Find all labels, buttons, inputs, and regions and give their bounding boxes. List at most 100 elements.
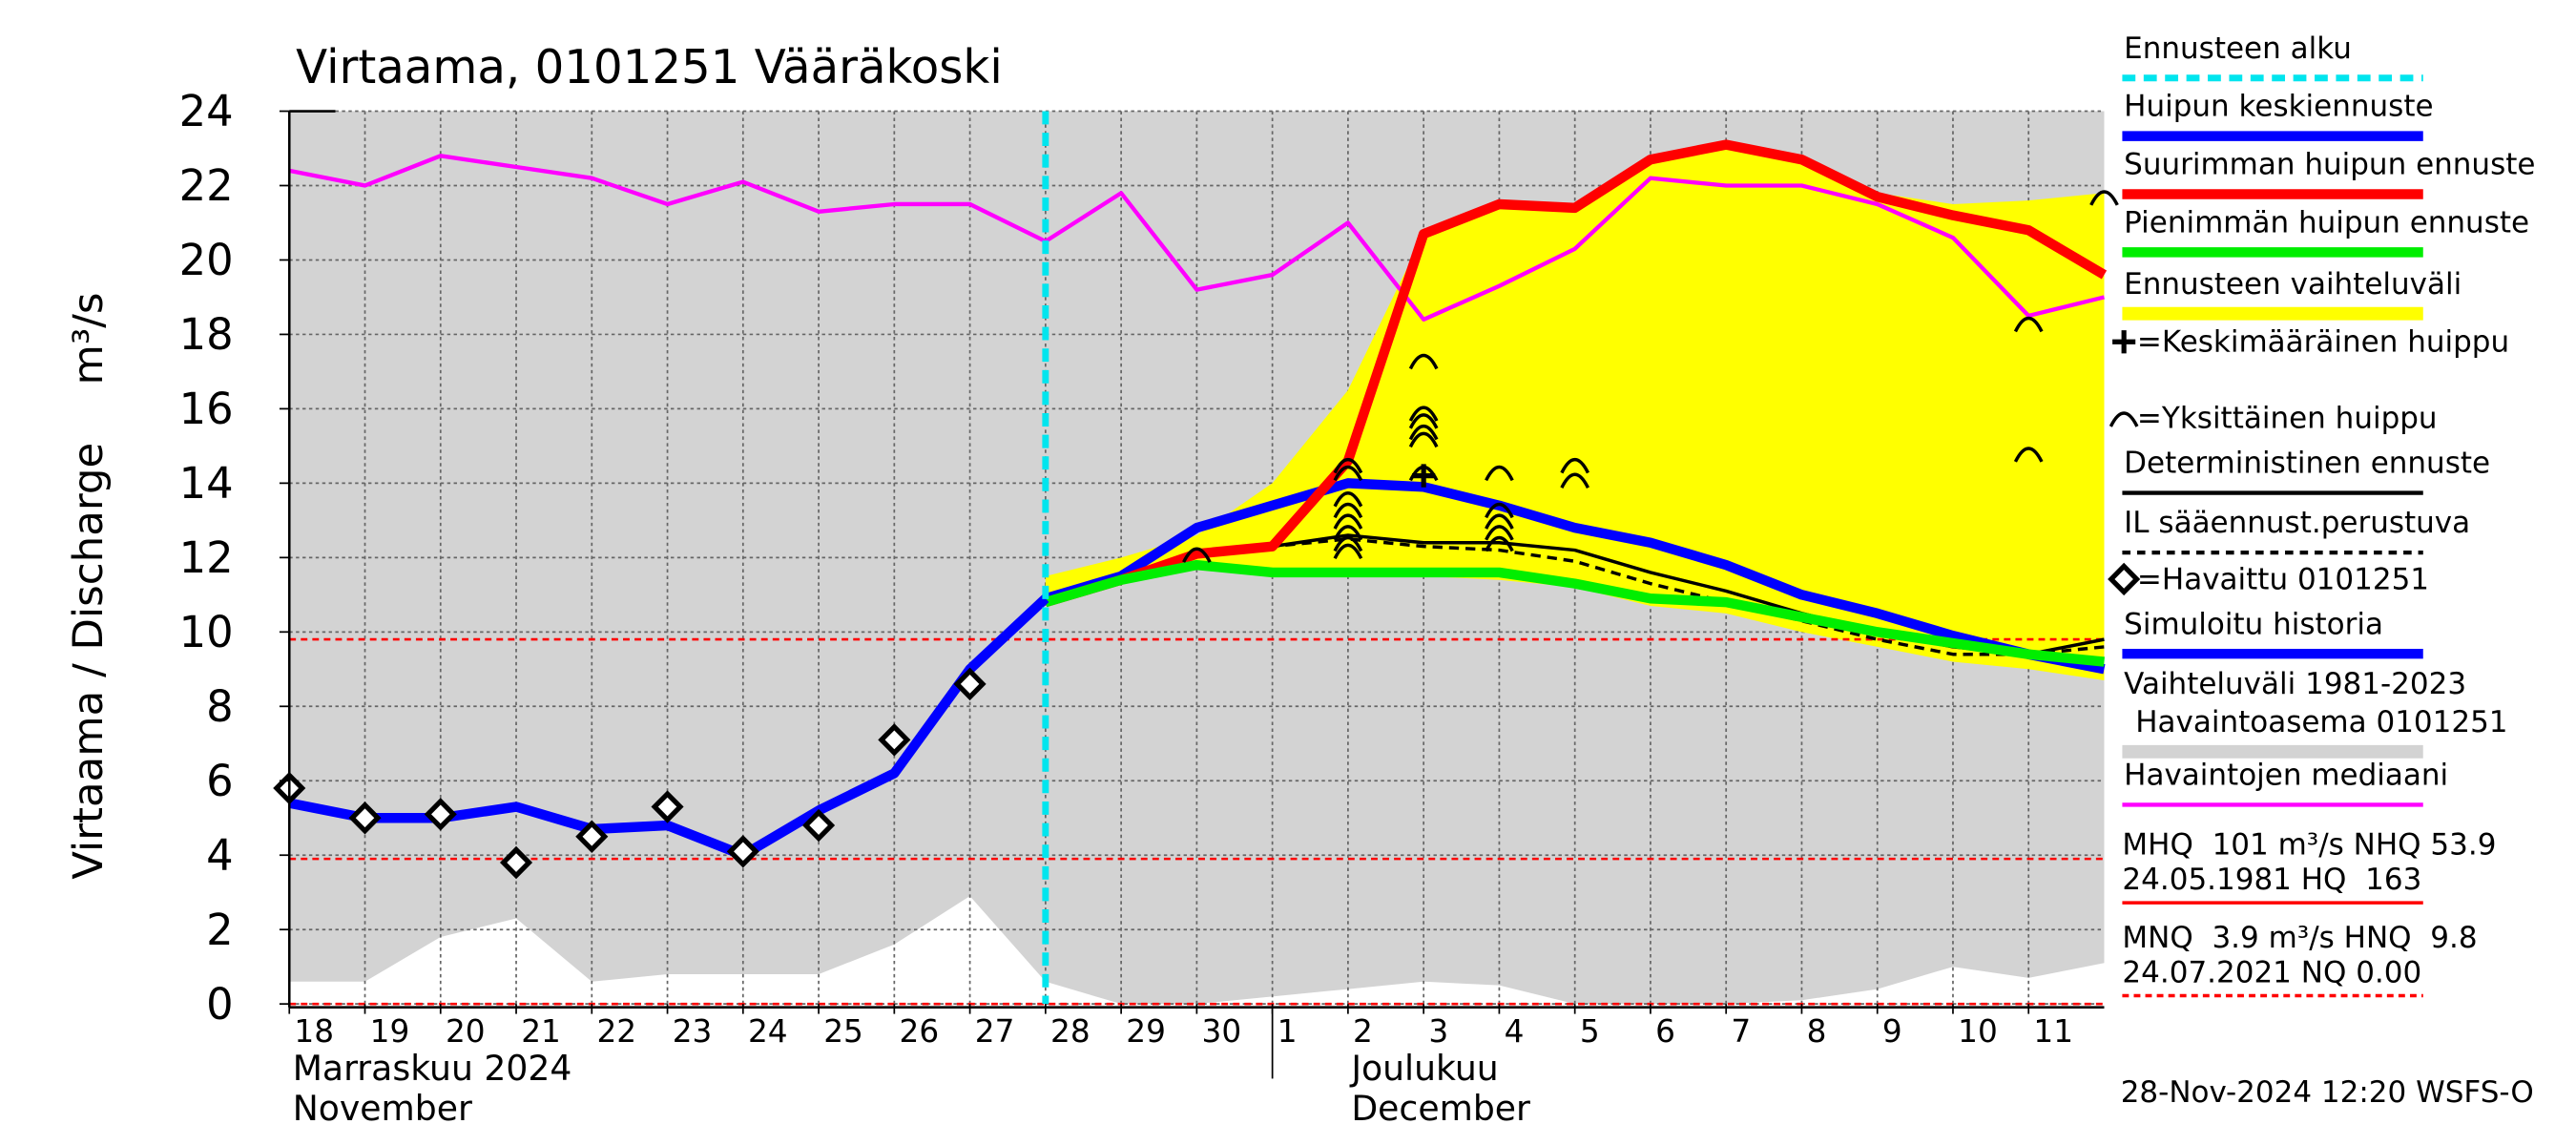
legend-item: Vaihteluväli 1981-2023 Havaintoasema 0101… [2122, 667, 2508, 759]
x-tick-label: 28 [1050, 1012, 1091, 1050]
range-band [1045, 144, 2105, 681]
y-tick-label: 14 [179, 458, 234, 509]
timestamp: 28-Nov-2024 12:20 WSFS-O [2121, 1075, 2534, 1110]
peak-marker [1333, 491, 1363, 508]
peak-marker [1560, 472, 1589, 489]
x-tick-label: 18 [294, 1012, 334, 1050]
observed-marker [651, 790, 684, 823]
legend-label: =Keskimääräinen huippu [2137, 325, 2509, 360]
y-tick-label: 10 [179, 607, 234, 657]
legend-label: Havaintojen mediaani [2124, 758, 2448, 792]
peak-marker [2013, 447, 2044, 463]
x-tick-label: 25 [823, 1012, 863, 1050]
legend-item: Simuloitu historia [2122, 607, 2423, 659]
legend-label: Ennusteen alku [2124, 31, 2352, 66]
legend-item: IL sääennust.perustuva [2122, 506, 2470, 555]
peak-marker [1408, 431, 1439, 448]
stats-text: MHQ 101 m³/s NHQ 53.9 [2122, 828, 2496, 863]
legend-item: Ennusteen vaihteluväli [2122, 267, 2462, 321]
peak-marker [2013, 316, 2044, 333]
legend-item: Pienimmän huipun ennuste [2122, 205, 2529, 258]
peak-marker [2109, 411, 2139, 427]
x-tick-label: 1 [1278, 1012, 1298, 1050]
peak-marker [1408, 353, 1439, 370]
series-line [288, 594, 1049, 861]
observed-marker [726, 835, 759, 868]
x-tick-label: 29 [1126, 1012, 1166, 1050]
peak-marker [1408, 424, 1439, 441]
y-tick-label: 24 [179, 86, 234, 136]
legend-label: IL sääennust.perustuva [2124, 506, 2470, 540]
peak-marker [1182, 547, 1212, 563]
legend-item: =Keskimääräinen huippu [2112, 325, 2509, 360]
y-tick-label: 2 [206, 905, 234, 955]
series-line [1044, 139, 2108, 608]
x-tick-label: 6 [1655, 1012, 1675, 1050]
x-tick-label: 27 [975, 1012, 1015, 1050]
legend-label: Suurimman huipun ennuste [2124, 147, 2535, 181]
legend-label: =Yksittäinen huippu [2137, 402, 2438, 436]
x-tick-label: 24 [748, 1012, 788, 1050]
y-tick-label: 8 [206, 681, 234, 732]
month-label-en: December [1351, 1088, 1530, 1129]
month-label-en: November [293, 1088, 472, 1129]
x-tick-label: 5 [1580, 1012, 1600, 1050]
x-tick-label: 11 [2033, 1012, 2073, 1050]
peak-marker [1333, 502, 1363, 519]
month-label: Marraskuu 2024 [293, 1048, 572, 1089]
legend-label: Deterministinen ennuste [2124, 447, 2490, 481]
mean-peak-marker [2112, 330, 2136, 354]
y-tick-label: 20 [179, 235, 234, 285]
x-tick-label: 30 [1202, 1012, 1242, 1050]
y-tick-label: 16 [179, 384, 234, 434]
legend-item: =Yksittäinen huippu [2109, 402, 2438, 436]
peak-marker [1408, 413, 1439, 429]
legend-label: =Havaittu 0101251 [2137, 562, 2429, 596]
observed-marker [575, 820, 609, 853]
y-tick-label: 12 [179, 532, 234, 583]
peak-marker [1408, 406, 1439, 422]
legend-item: Havaintojen mediaani [2122, 758, 2448, 807]
y-tick-label: 0 [206, 979, 234, 1030]
x-tick-label: 20 [446, 1012, 486, 1050]
x-tick-label: 10 [1958, 1012, 1998, 1050]
peak-marker [1408, 465, 1439, 482]
x-tick-label: 22 [596, 1012, 636, 1050]
peak-marker [2089, 190, 2119, 206]
series-line [288, 154, 2105, 323]
x-tick-label: 7 [1731, 1012, 1751, 1050]
peak-marker [1485, 465, 1514, 482]
chart-title: Virtaama, 0101251 Vääräkoski [296, 41, 1003, 94]
y-axis-unit: m³/s [65, 292, 113, 385]
x-tick-label: 21 [521, 1012, 561, 1050]
y-tick-label: 4 [206, 830, 234, 881]
x-tick-label: 8 [1807, 1012, 1827, 1050]
x-tick-label: 26 [900, 1012, 940, 1050]
stats-text: MNQ 3.9 m³/s HNQ 9.8 [2122, 921, 2477, 955]
legend-label: Ennusteen vaihteluväli [2124, 267, 2462, 302]
peak-marker [1485, 535, 1514, 552]
y-tick-label: 22 [179, 160, 234, 211]
legend-item: Deterministinen ennuste [2122, 447, 2490, 495]
observed-marker [499, 845, 533, 880]
x-tick-label: 9 [1882, 1012, 1902, 1050]
y-tick-label: 6 [206, 756, 234, 806]
legend-item: Huipun keskiennuste [2122, 90, 2434, 141]
stats-text: 24.07.2021 NQ 0.00 [2122, 955, 2421, 989]
peak-marker [1333, 535, 1363, 552]
observed-marker [878, 723, 911, 757]
legend-label: Huipun keskiennuste [2124, 90, 2433, 124]
observed-marker [953, 667, 987, 701]
y-tick-label: 18 [179, 309, 234, 360]
x-tick-label: 4 [1505, 1012, 1525, 1050]
peak-marker [1333, 513, 1363, 530]
peak-marker [1333, 543, 1363, 560]
legend-item: =Havaittu 0101251 [2108, 562, 2429, 596]
series-line [1044, 559, 2105, 667]
peak-marker [1485, 525, 1514, 541]
peak-marker [1333, 525, 1363, 541]
x-tick-label: 2 [1353, 1012, 1373, 1050]
peak-marker [1333, 465, 1363, 482]
observed-marker [424, 798, 457, 831]
